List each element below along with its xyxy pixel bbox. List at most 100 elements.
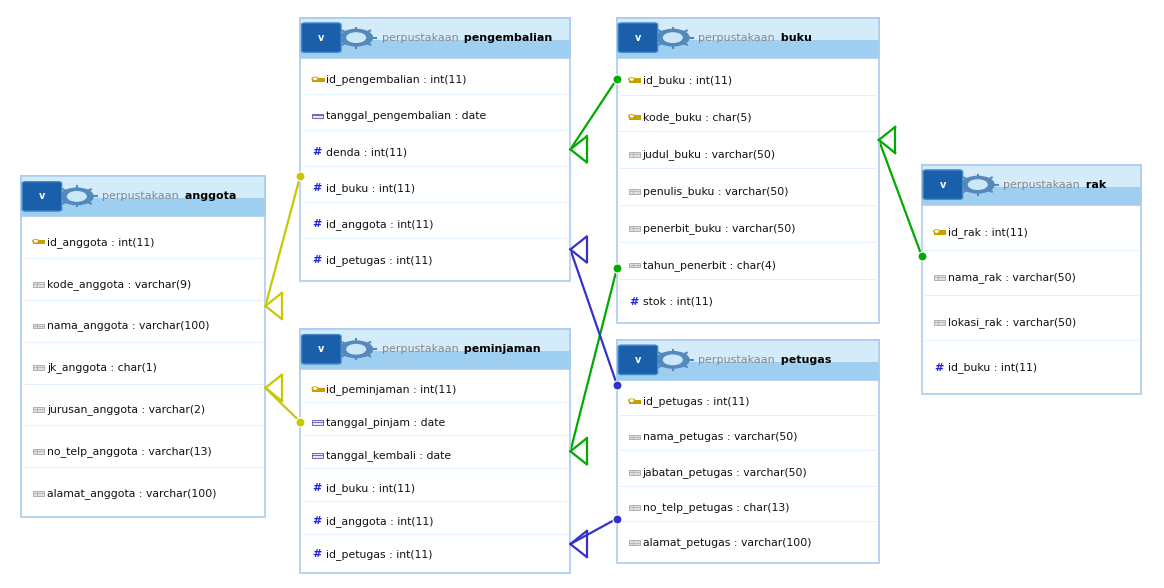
Circle shape [934,230,939,233]
Text: v: v [318,344,325,355]
Circle shape [68,192,86,201]
Circle shape [631,116,633,117]
Circle shape [312,78,318,81]
Bar [33,449,44,454]
Bar [300,329,570,573]
Text: stok : int(11): stok : int(11) [643,297,712,307]
Circle shape [961,176,994,193]
Bar [629,435,640,439]
Bar [934,275,945,280]
Text: id_anggota : int(11): id_anggota : int(11) [326,219,434,229]
Text: buku: buku [776,32,811,43]
Text: #: # [629,297,639,307]
Text: perpustakaan: perpustakaan [698,32,775,43]
Text: peminjaman: peminjaman [460,344,541,355]
Text: nama_rak : varchar(50): nama_rak : varchar(50) [947,272,1076,283]
Text: jurusan_anggota : varchar(2): jurusan_anggota : varchar(2) [47,404,205,415]
Text: denda : int(11): denda : int(11) [326,147,407,157]
Bar [922,165,1141,205]
Text: #: # [312,483,322,493]
Text: #: # [312,516,322,526]
Bar [629,115,641,119]
Text: #: # [312,147,322,157]
Bar [312,453,324,458]
Bar [629,152,640,157]
Text: #: # [312,549,322,559]
Circle shape [340,29,372,46]
FancyBboxPatch shape [618,23,658,52]
Bar [33,282,44,286]
Bar [629,226,640,230]
Circle shape [663,355,682,365]
Text: #: # [312,183,322,193]
FancyBboxPatch shape [22,182,62,211]
Circle shape [629,78,634,81]
Circle shape [629,399,634,402]
Text: #: # [312,255,322,265]
Text: tanggal_kembali : date: tanggal_kembali : date [326,450,452,461]
Circle shape [314,78,317,79]
Circle shape [631,400,633,401]
Text: id_peminjaman : int(11): id_peminjaman : int(11) [326,384,456,395]
Bar [21,176,265,198]
Bar [629,189,640,193]
Bar [629,263,640,268]
Bar [33,240,45,245]
Text: perpustakaan: perpustakaan [698,355,775,365]
Text: id_petugas : int(11): id_petugas : int(11) [326,255,433,266]
Text: perpustakaan: perpustakaan [1003,179,1080,190]
Bar [934,230,946,235]
Bar [629,505,640,510]
Text: jabatan_petugas : varchar(50): jabatan_petugas : varchar(50) [643,467,808,477]
Circle shape [340,341,372,358]
Bar [300,18,570,281]
FancyBboxPatch shape [301,23,341,52]
Text: perpustakaan: perpustakaan [102,191,179,202]
Bar [312,387,325,392]
Bar [617,18,879,58]
Text: perpustakaan: perpustakaan [382,32,459,43]
Text: jk_anggota : char(1): jk_anggota : char(1) [47,362,157,373]
Bar [629,470,640,475]
Circle shape [656,29,689,46]
Text: alamat_anggota : varchar(100): alamat_anggota : varchar(100) [47,487,217,499]
Text: v: v [318,32,325,43]
Bar [300,18,570,58]
Bar [21,176,265,216]
Bar [629,78,641,83]
Bar [300,18,570,39]
Bar [300,329,570,369]
Text: v: v [38,191,45,202]
Text: penerbit_buku : varchar(50): penerbit_buku : varchar(50) [643,223,795,233]
Text: lokasi_rak : varchar(50): lokasi_rak : varchar(50) [947,318,1076,328]
Text: kode_buku : char(5): kode_buku : char(5) [643,112,751,123]
Circle shape [629,115,634,118]
Text: nama_anggota : varchar(100): nama_anggota : varchar(100) [47,320,210,332]
Bar [617,18,879,323]
Circle shape [663,33,682,42]
Bar [21,176,265,517]
Bar [300,329,570,369]
Circle shape [314,388,317,389]
Text: pengembalian: pengembalian [460,32,553,43]
Text: id_buku : int(11): id_buku : int(11) [643,75,732,86]
Text: tanggal_pinjam : date: tanggal_pinjam : date [326,417,446,428]
Text: #: # [934,363,944,373]
Text: no_telp_petugas : char(13): no_telp_petugas : char(13) [643,502,789,513]
Circle shape [61,188,93,205]
Text: anggota: anggota [180,191,236,202]
Bar [922,165,1141,205]
Text: alamat_petugas : varchar(100): alamat_petugas : varchar(100) [643,537,811,548]
Text: kode_anggota : varchar(9): kode_anggota : varchar(9) [47,279,191,289]
Text: nama_petugas : varchar(50): nama_petugas : varchar(50) [643,432,797,442]
Bar [629,540,640,545]
Bar [33,491,44,496]
Text: #: # [312,219,322,229]
Text: id_buku : int(11): id_buku : int(11) [326,483,416,494]
FancyBboxPatch shape [618,345,658,375]
FancyBboxPatch shape [923,170,963,199]
Bar [922,165,1141,394]
Text: id_petugas : int(11): id_petugas : int(11) [643,396,750,407]
Bar [617,340,879,563]
Circle shape [347,33,365,42]
